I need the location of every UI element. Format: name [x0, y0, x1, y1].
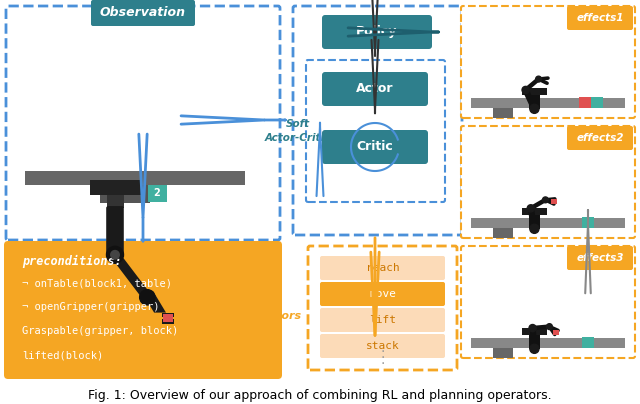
Text: reach: reach [365, 263, 399, 273]
Text: effects2: effects2 [576, 133, 624, 143]
FancyBboxPatch shape [163, 314, 173, 322]
Text: effects3: effects3 [576, 253, 624, 263]
Text: Actor: Actor [356, 82, 394, 95]
FancyBboxPatch shape [471, 98, 625, 108]
FancyBboxPatch shape [322, 72, 428, 106]
Circle shape [106, 246, 124, 263]
FancyBboxPatch shape [522, 88, 547, 95]
FancyBboxPatch shape [320, 282, 445, 306]
FancyBboxPatch shape [4, 241, 282, 379]
FancyBboxPatch shape [493, 108, 513, 118]
Polygon shape [141, 291, 166, 313]
Text: ¬ openGripper(gripper): ¬ openGripper(gripper) [22, 302, 159, 312]
Text: Observation: Observation [100, 6, 186, 19]
FancyBboxPatch shape [6, 6, 280, 240]
Circle shape [547, 324, 552, 330]
FancyBboxPatch shape [552, 198, 557, 204]
Circle shape [527, 205, 534, 212]
FancyBboxPatch shape [493, 228, 513, 238]
Text: move: move [369, 289, 396, 299]
Text: Soft
Actor-Critic: Soft Actor-Critic [265, 120, 331, 143]
FancyBboxPatch shape [320, 334, 445, 358]
Circle shape [140, 290, 155, 305]
Text: Fig. 1: Overview of our approach of combining RL and planning operators.: Fig. 1: Overview of our approach of comb… [88, 389, 552, 402]
FancyBboxPatch shape [293, 6, 462, 235]
FancyBboxPatch shape [148, 185, 167, 202]
Text: lift: lift [369, 315, 396, 325]
FancyBboxPatch shape [522, 208, 547, 215]
Text: .: . [380, 341, 385, 355]
Circle shape [530, 104, 539, 114]
Circle shape [536, 76, 541, 82]
Text: Critic: Critic [356, 141, 394, 154]
Text: ¬ onTable(block1, table): ¬ onTable(block1, table) [22, 278, 172, 288]
Text: effects1: effects1 [576, 13, 624, 23]
FancyBboxPatch shape [25, 171, 245, 185]
FancyBboxPatch shape [493, 348, 513, 358]
Text: 2: 2 [154, 188, 161, 198]
Text: Policy: Policy [356, 25, 397, 38]
FancyBboxPatch shape [461, 126, 635, 238]
Text: lifted(block): lifted(block) [22, 350, 103, 360]
FancyBboxPatch shape [106, 195, 124, 208]
FancyBboxPatch shape [91, 0, 195, 26]
FancyBboxPatch shape [579, 97, 591, 108]
FancyBboxPatch shape [567, 126, 633, 150]
FancyBboxPatch shape [461, 6, 635, 118]
FancyBboxPatch shape [591, 97, 603, 108]
Circle shape [543, 197, 548, 203]
FancyBboxPatch shape [461, 246, 635, 358]
Polygon shape [162, 320, 173, 324]
FancyBboxPatch shape [306, 60, 445, 202]
FancyBboxPatch shape [106, 206, 124, 257]
Polygon shape [162, 313, 173, 317]
Polygon shape [109, 255, 153, 297]
FancyBboxPatch shape [308, 246, 457, 370]
Text: .: . [380, 353, 385, 367]
FancyBboxPatch shape [320, 308, 445, 332]
FancyBboxPatch shape [471, 338, 625, 348]
Circle shape [530, 344, 539, 354]
Circle shape [530, 224, 539, 234]
Circle shape [111, 250, 119, 259]
FancyBboxPatch shape [529, 95, 540, 109]
FancyBboxPatch shape [529, 215, 540, 229]
Text: Graspable(gripper, block): Graspable(gripper, block) [22, 326, 179, 336]
Text: stack: stack [365, 341, 399, 351]
FancyBboxPatch shape [322, 130, 428, 164]
FancyBboxPatch shape [582, 337, 594, 348]
FancyBboxPatch shape [567, 6, 633, 30]
Text: Operators: Operators [239, 311, 302, 321]
FancyBboxPatch shape [529, 335, 540, 349]
FancyBboxPatch shape [554, 330, 559, 335]
FancyBboxPatch shape [471, 218, 625, 228]
Circle shape [529, 324, 536, 332]
FancyBboxPatch shape [100, 185, 150, 203]
FancyBboxPatch shape [567, 246, 633, 270]
FancyBboxPatch shape [320, 256, 445, 280]
FancyBboxPatch shape [90, 180, 141, 195]
FancyBboxPatch shape [522, 328, 547, 335]
FancyBboxPatch shape [582, 217, 594, 228]
FancyBboxPatch shape [322, 15, 432, 49]
Text: .: . [380, 347, 385, 361]
Circle shape [522, 86, 529, 93]
Text: preconditions:: preconditions: [22, 255, 122, 267]
